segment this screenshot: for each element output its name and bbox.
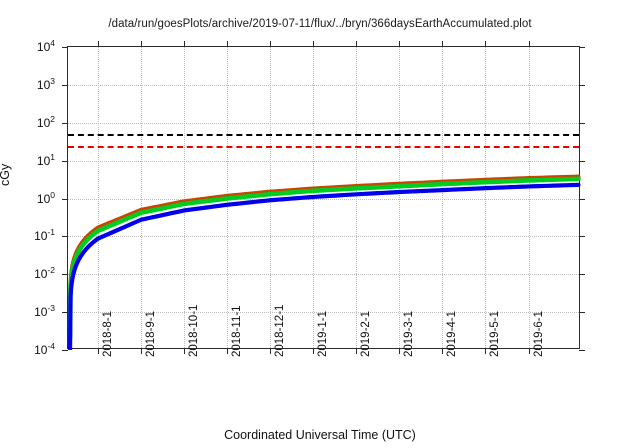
x-axis-tick-top xyxy=(270,41,272,47)
y-axis-tick xyxy=(62,198,68,200)
y-axis-label: 10-4 xyxy=(34,341,55,357)
gridline-vertical xyxy=(98,47,99,348)
y-axis-label: 104 xyxy=(36,38,55,54)
y-axis-label: 100 xyxy=(36,189,55,206)
y-axis-tick xyxy=(62,84,68,86)
x-axis-tick-top xyxy=(98,41,99,47)
y-axis-label: 101 xyxy=(36,151,55,168)
x-axis-label: 2019-3-1 xyxy=(403,310,416,357)
x-axis-tick-top xyxy=(399,41,401,47)
x-axis-tick xyxy=(356,348,358,354)
gridline-vertical xyxy=(528,47,530,348)
y-axis-tick xyxy=(62,312,68,314)
x-axis-label: 2019-5-1 xyxy=(489,310,502,357)
x-axis-tick xyxy=(141,348,143,354)
y-axis-label: 10-3 xyxy=(34,303,55,320)
threshold-red xyxy=(68,145,579,148)
y-axis-tick-right xyxy=(579,274,585,276)
y-axis-label: 10-1 xyxy=(34,227,55,244)
y-axis-tick-right xyxy=(579,198,585,200)
gridline-horizontal xyxy=(68,198,579,200)
x-axis-tick-top xyxy=(485,41,487,47)
x-axis-label: 2018-11-1 xyxy=(231,305,244,357)
x-axis-tick xyxy=(485,348,487,354)
y-axis-label: 10-2 xyxy=(34,265,55,282)
series-layer xyxy=(68,47,581,350)
x-axis-label: 2018-8-1 xyxy=(102,310,114,357)
x-axis-tick-top xyxy=(184,41,186,47)
y-axis-tick-right xyxy=(579,84,585,86)
y-axis-label: 102 xyxy=(36,113,55,130)
y-axis-tick-right xyxy=(579,160,585,162)
x-axis-tick xyxy=(98,348,99,354)
y-axis-tick-right xyxy=(579,312,585,314)
gridline-horizontal xyxy=(68,236,579,238)
x-axis-title: Coordinated Universal Time (UTC) xyxy=(224,428,416,442)
y-axis-tick-right xyxy=(579,236,585,238)
y-axis-tick-right xyxy=(579,350,585,351)
x-axis-tick-top xyxy=(313,41,315,47)
x-axis-label: 2018-10-1 xyxy=(188,304,201,357)
y-axis-tick xyxy=(62,274,68,276)
y-axis-tick xyxy=(62,122,68,124)
threshold-black xyxy=(68,134,579,137)
y-axis-tick xyxy=(62,236,68,238)
x-axis-label: 2018-9-1 xyxy=(145,310,158,357)
accumulated-dose-curves xyxy=(68,174,581,350)
x-axis-label: 2019-4-1 xyxy=(446,310,459,357)
gridline-vertical xyxy=(141,47,143,348)
x-axis-tick-top xyxy=(356,41,358,47)
gridlines xyxy=(68,47,579,348)
x-axis-tick-top xyxy=(528,41,530,47)
y-axis-tick-right xyxy=(579,47,585,48)
gridline-vertical xyxy=(227,47,229,348)
gridline-horizontal xyxy=(68,84,579,86)
gridline-horizontal xyxy=(68,160,579,162)
plot-area xyxy=(62,41,585,354)
y-axis-tick xyxy=(62,47,68,48)
x-axis-tick xyxy=(528,348,530,354)
gridline-horizontal xyxy=(68,122,579,124)
x-axis-tick xyxy=(442,348,444,354)
reference-lines xyxy=(68,47,579,348)
gridline-vertical xyxy=(485,47,487,348)
x-axis-label: 2019-6-1 xyxy=(532,310,545,357)
x-axis-tick xyxy=(313,348,315,354)
x-axis-label: 2019-2-1 xyxy=(360,310,373,357)
y-axis-tick xyxy=(62,160,68,162)
x-axis-tick xyxy=(227,348,229,354)
x-axis-tick xyxy=(399,348,401,354)
gridline-vertical xyxy=(184,47,186,348)
x-axis-tick-top xyxy=(442,41,444,47)
gridline-vertical xyxy=(442,47,444,348)
x-axis-label: 2019-1-1 xyxy=(317,310,330,357)
gridline-vertical xyxy=(270,47,272,348)
x-axis-tick xyxy=(270,348,272,354)
x-axis-label: 2018-12-1 xyxy=(274,304,287,357)
gridline-horizontal xyxy=(68,274,579,276)
y-axis-tick-right xyxy=(579,122,585,124)
y-axis-tick xyxy=(62,350,68,351)
y-axis-label: 103 xyxy=(36,75,55,92)
x-axis-tick xyxy=(184,348,186,354)
x-axis-tick-top xyxy=(227,41,229,47)
gridline-vertical xyxy=(399,47,401,348)
gridline-vertical xyxy=(356,47,358,348)
plot-title: /data/run/goesPlots/archive/2019-07-11/f… xyxy=(108,18,532,30)
gridline-vertical xyxy=(313,47,315,348)
x-axis-tick-top xyxy=(141,41,143,47)
